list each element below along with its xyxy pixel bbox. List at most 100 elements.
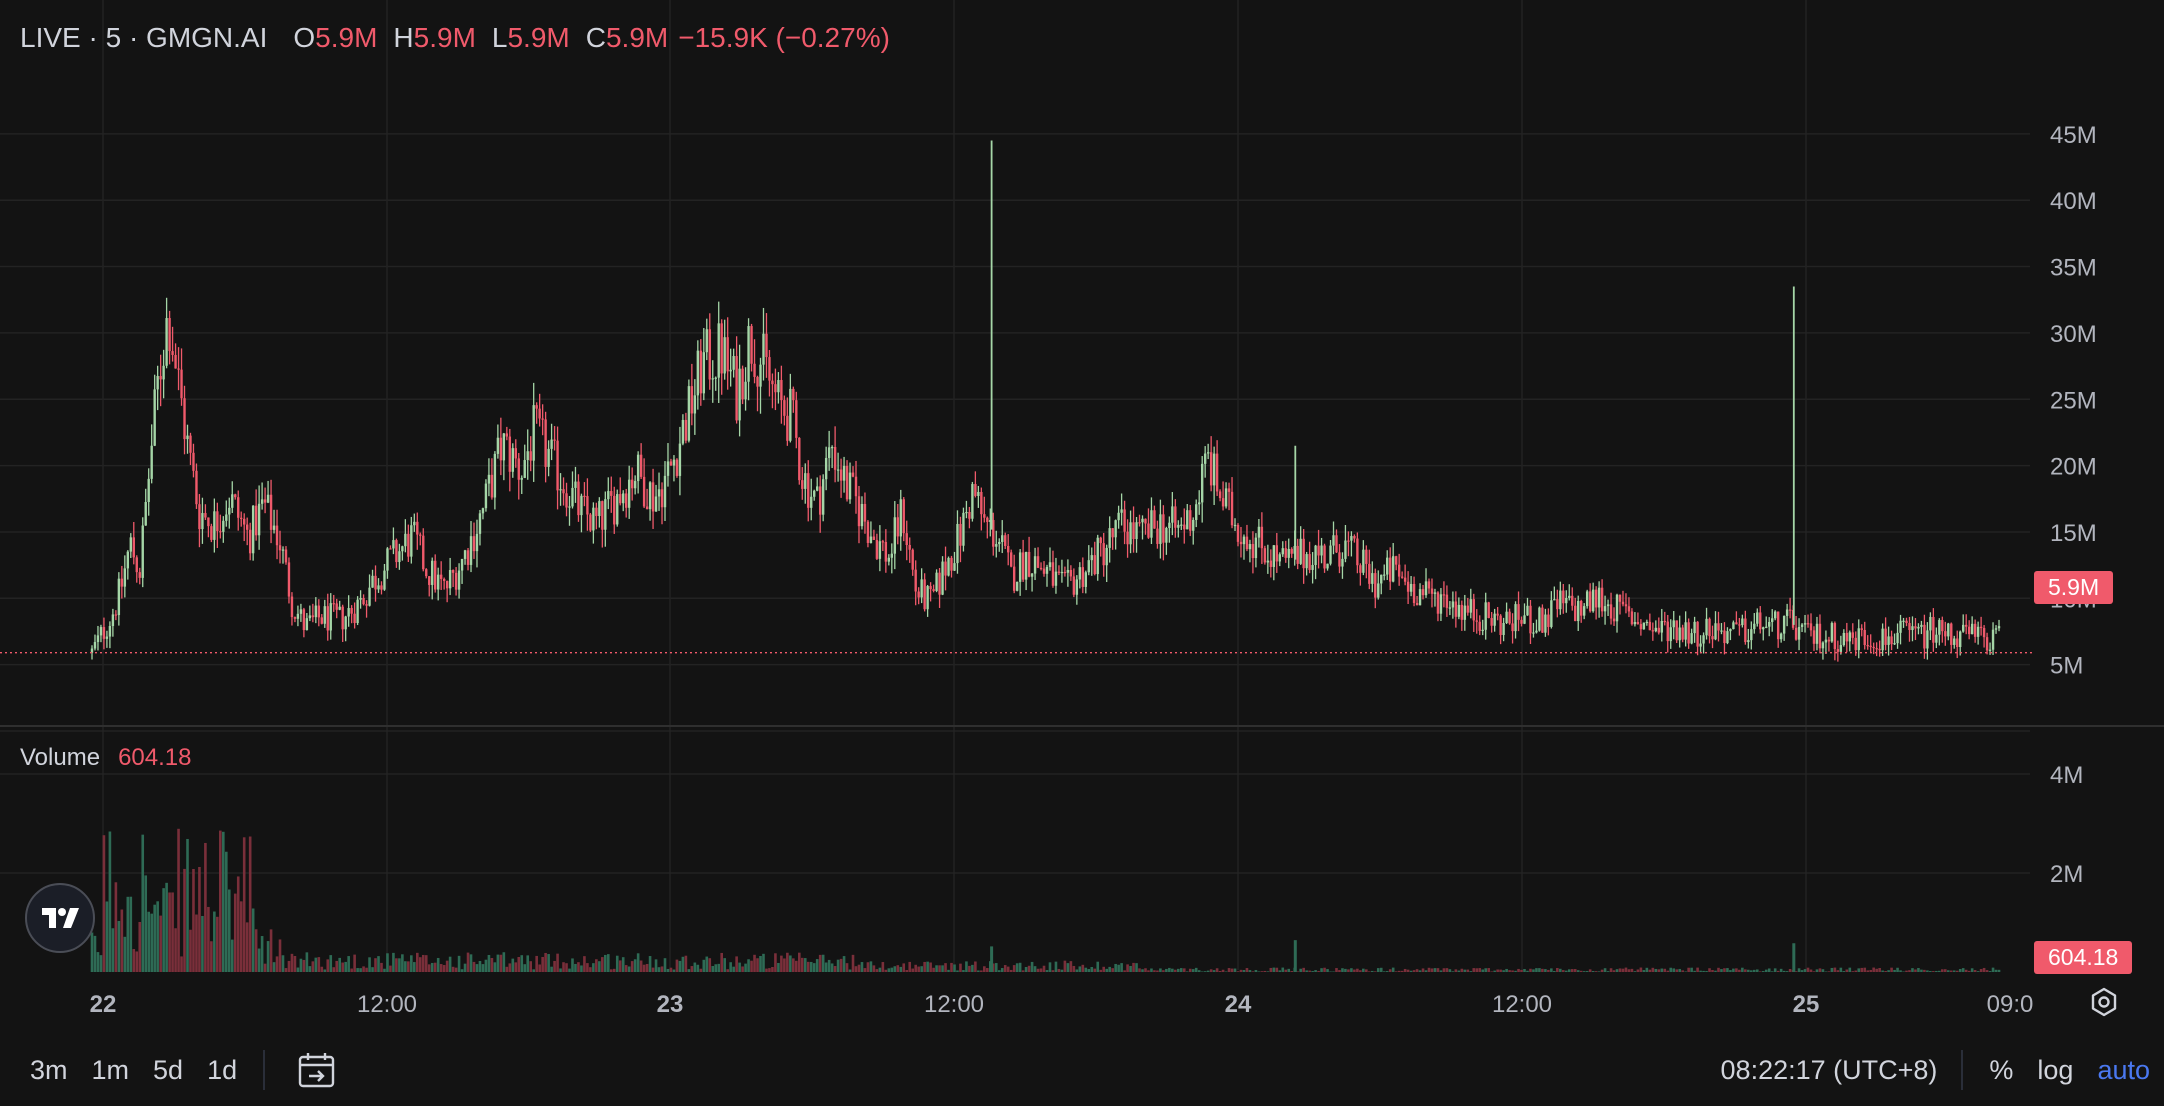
volume-bar xyxy=(1902,971,1905,972)
volume-bar xyxy=(1156,970,1159,972)
candle-body xyxy=(1012,566,1016,591)
candle-body xyxy=(1442,594,1446,596)
candle-body xyxy=(1842,632,1846,646)
candle-body xyxy=(1391,556,1395,582)
symbol-title[interactable]: LIVE · 5 · GMGN.AI xyxy=(20,22,268,53)
candle-body xyxy=(1033,556,1037,574)
volume-bar xyxy=(523,964,527,972)
volume-bar xyxy=(1932,971,1935,972)
volume-bar xyxy=(1338,970,1341,972)
candle-body xyxy=(1696,621,1699,647)
volume-bar xyxy=(1788,968,1792,972)
volume-bar xyxy=(1466,969,1470,972)
volume-bar xyxy=(1194,967,1198,972)
volume-bar xyxy=(514,962,518,972)
tradingview-logo-icon[interactable] xyxy=(25,883,95,953)
volume-bar xyxy=(1639,967,1643,972)
volume-bar xyxy=(762,953,765,972)
volume-bar xyxy=(147,911,151,972)
volume-bar xyxy=(935,965,938,972)
volume-bar xyxy=(857,964,861,972)
candle-body xyxy=(884,542,888,562)
volume-bar xyxy=(908,961,912,972)
candle-body xyxy=(648,482,652,510)
volume-bar xyxy=(1150,968,1153,972)
candle-body xyxy=(654,496,658,512)
candle-body xyxy=(1875,648,1878,650)
candle-body xyxy=(986,517,989,522)
candle-body xyxy=(1962,624,1965,632)
candle-body xyxy=(1224,488,1228,507)
volume-bar xyxy=(281,955,285,972)
volume-bar xyxy=(1958,969,1962,972)
volume-bar xyxy=(1567,969,1571,972)
settings-gear-icon[interactable] xyxy=(2087,985,2121,1019)
volume-bar xyxy=(1603,968,1607,972)
candle-body xyxy=(1502,622,1505,635)
volume-bar xyxy=(326,959,330,972)
range-1d-button[interactable]: 1d xyxy=(207,1054,238,1085)
candle-body xyxy=(204,513,207,518)
candle-body xyxy=(439,574,443,579)
clock-timezone[interactable]: 08:22:17 (UTC+8) xyxy=(1720,1054,1938,1085)
candle-body xyxy=(866,521,870,543)
candle-body xyxy=(1976,626,1980,637)
range-5d-button[interactable]: 5d xyxy=(153,1054,184,1085)
volume-bar xyxy=(565,963,568,972)
candle-body xyxy=(1660,620,1663,633)
volume-bar xyxy=(1236,971,1240,972)
candle-body xyxy=(311,615,315,618)
calendar-goto-icon[interactable] xyxy=(285,1051,349,1089)
candle-body xyxy=(1111,528,1114,538)
candle-body xyxy=(565,493,568,508)
candle-body xyxy=(263,499,267,503)
candle-body xyxy=(222,520,225,532)
candle-body xyxy=(1720,630,1723,632)
candle-body xyxy=(833,447,837,470)
volume-bar xyxy=(1866,970,1870,972)
volume-bar xyxy=(648,956,652,972)
candle-body xyxy=(416,521,419,535)
volume-bar xyxy=(1108,966,1111,972)
price-axis-label: 25M xyxy=(2050,387,2097,414)
range-1m-button[interactable]: 1m xyxy=(91,1054,130,1085)
volume-bar xyxy=(1066,963,1070,972)
candle-body xyxy=(1782,615,1786,634)
volume-bar xyxy=(1911,968,1914,972)
volume-bar xyxy=(1102,966,1106,972)
volume-bar xyxy=(254,929,258,972)
volume-bar xyxy=(836,959,840,972)
candle-body xyxy=(1836,649,1840,652)
auto-scale-button[interactable]: auto xyxy=(2097,1054,2150,1085)
candle-body xyxy=(1054,571,1058,586)
volume-bar xyxy=(1281,967,1285,972)
candle-body xyxy=(1251,544,1255,559)
volume-bar xyxy=(684,955,688,972)
volume-bar xyxy=(1785,971,1789,972)
candle-body xyxy=(1535,630,1538,633)
volume-bar xyxy=(436,957,440,972)
candle-body xyxy=(135,557,138,573)
volume-bar xyxy=(287,960,291,972)
candle-body xyxy=(1335,535,1338,553)
time-axis-label: 23 xyxy=(657,991,684,1018)
candle-body xyxy=(335,603,338,610)
range-3m-button[interactable]: 3m xyxy=(30,1054,68,1085)
volume-bar xyxy=(1800,970,1804,972)
candle-body xyxy=(768,357,771,381)
candle-body xyxy=(708,329,711,380)
candle-body xyxy=(407,533,410,557)
candle-body xyxy=(505,433,509,437)
volume-bar xyxy=(1311,971,1314,972)
candle-body xyxy=(711,378,714,380)
candle-body xyxy=(1090,555,1093,561)
log-scale-button[interactable]: log xyxy=(2037,1054,2074,1085)
candle-body xyxy=(1702,635,1705,644)
candle-body xyxy=(389,548,392,550)
candle-body xyxy=(1750,629,1753,641)
volume-bar xyxy=(809,961,813,972)
volume-bar xyxy=(750,960,753,972)
percent-scale-button[interactable]: % xyxy=(1989,1054,2014,1085)
volume-bar xyxy=(1472,968,1476,972)
